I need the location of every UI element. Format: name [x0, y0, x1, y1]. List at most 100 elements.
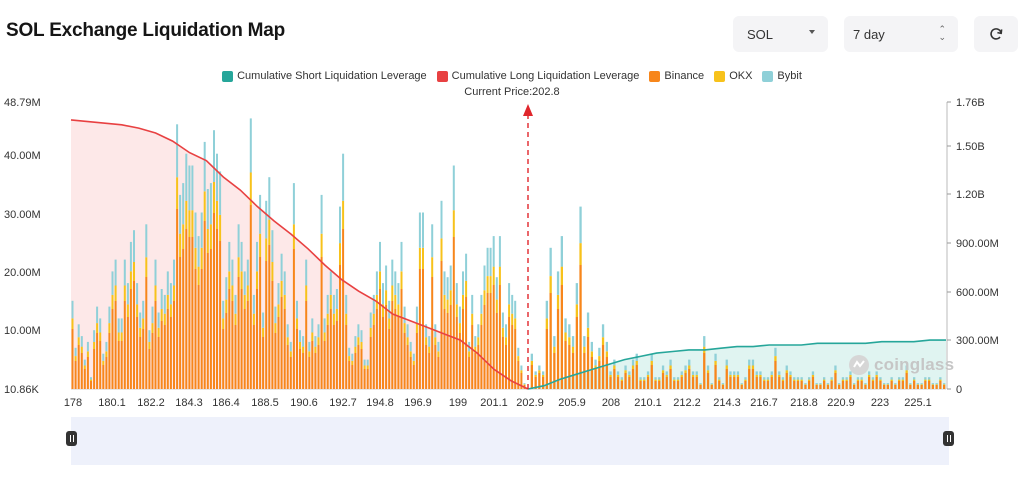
short-bar-binance [650, 365, 653, 389]
long-bar-binance [74, 361, 77, 389]
short-bar-bybit [883, 383, 886, 385]
short-bar-bybit [639, 377, 642, 380]
long-bar-binance [508, 317, 511, 389]
long-bar-okx [243, 294, 246, 309]
short-bar-okx [549, 276, 552, 293]
long-bar-binance [80, 353, 83, 389]
short-bar-okx [894, 384, 897, 385]
long-bar-binance [188, 237, 191, 389]
short-bar-binance [868, 377, 871, 389]
long-bar-bybit [133, 230, 135, 262]
long-bar-binance [314, 353, 317, 389]
short-bar-bybit [826, 383, 830, 385]
long-bar-bybit [360, 330, 363, 342]
long-bar-bybit [409, 341, 412, 352]
legend-item-binance[interactable]: Binance [649, 70, 704, 82]
short-bar-okx [815, 384, 818, 385]
short-bar-binance [601, 345, 605, 389]
refresh-button[interactable] [974, 16, 1018, 52]
long-bar-binance [434, 345, 437, 389]
long-bar-binance [302, 353, 305, 389]
long-bar-bybit [397, 283, 400, 305]
time-range-select[interactable]: 7 day ⌃ ⌄ [844, 16, 958, 52]
coinglass-watermark: coinglass [848, 354, 954, 376]
long-bar-bybit [188, 165, 191, 211]
long-bar-okx [163, 313, 166, 325]
short-bar-bybit [811, 371, 815, 375]
long-bar-binance [394, 309, 397, 389]
short-bar-okx [763, 379, 766, 381]
range-slider-left-handle[interactable] [66, 431, 77, 446]
long-bar-binance [520, 373, 523, 389]
long-bar-okx [492, 266, 495, 285]
short-bar-bybit [654, 377, 657, 380]
short-bar-binance [920, 385, 923, 389]
x-tick-label: 194.8 [366, 397, 394, 409]
range-slider-track[interactable] [71, 417, 949, 465]
short-bar-okx [650, 360, 653, 365]
short-bar-okx [793, 379, 796, 381]
long-bar-bybit [203, 141, 206, 192]
short-bar-binance [721, 385, 725, 389]
long-bar-okx [317, 337, 320, 345]
short-bar-binance [766, 381, 770, 389]
long-bar-okx [329, 294, 332, 309]
range-slider-right-handle[interactable] [943, 431, 954, 446]
short-bar-okx [609, 374, 612, 377]
long-bar-okx [114, 285, 117, 301]
long-bar-bybit [342, 153, 345, 201]
legend-item-short-cum[interactable]: Cumulative Short Liquidation Leverage [222, 70, 427, 82]
long-bar-binance [498, 285, 501, 389]
asset-select[interactable]: SOL [733, 16, 828, 52]
x-tick-label: 184.3 [175, 397, 203, 409]
long-bar-bybit [520, 365, 523, 371]
short-bar-okx [804, 384, 807, 385]
short-bar-bybit [804, 383, 807, 385]
short-bar-okx [879, 379, 882, 381]
long-bar-bybit [517, 347, 520, 356]
legend-item-bybit[interactable]: Bybit [762, 70, 802, 82]
long-bar-okx [268, 219, 271, 245]
short-bar-bybit [898, 377, 901, 380]
short-bar-binance [781, 381, 785, 389]
long-bar-okx [382, 304, 384, 317]
long-bar-binance [71, 329, 74, 389]
long-bar-bybit [449, 265, 452, 291]
long-bar-binance [495, 313, 498, 389]
long-bar-binance [354, 353, 357, 389]
long-bar-okx [93, 341, 96, 349]
short-bar-okx [774, 356, 777, 361]
long-bar-binance [317, 345, 320, 389]
y-right-tick-label: 900.00M [956, 238, 999, 250]
long-bar-binance [151, 333, 154, 389]
short-bar-bybit [939, 377, 942, 380]
short-bar-bybit [879, 377, 882, 380]
long-bar-okx [400, 271, 403, 289]
short-bar-okx [796, 379, 800, 381]
short-bar-bybit [688, 359, 691, 366]
short-bar-binance [736, 377, 740, 389]
long-bar-okx [434, 337, 437, 345]
long-bar-okx [169, 304, 172, 317]
long-bar-okx [259, 233, 262, 257]
short-bar-okx [841, 379, 845, 381]
long-bar-bybit [492, 236, 495, 267]
legend-item-okx[interactable]: OKX [714, 70, 752, 82]
short-bar-binance [680, 377, 683, 389]
short-bar-okx [669, 365, 672, 369]
x-tick-label: 208 [602, 397, 620, 409]
long-bar-binance [489, 293, 492, 389]
legend-item-long-cum[interactable]: Cumulative Long Liquidation Leverage [436, 70, 639, 82]
long-bar-binance [93, 349, 96, 389]
y-left-tick-label: 10.00M [4, 325, 41, 337]
long-bar-okx [335, 309, 338, 321]
long-bar-okx [237, 257, 240, 277]
short-bar-bybit [830, 377, 833, 380]
long-bar-bybit [385, 265, 388, 291]
short-bar-bybit [796, 377, 800, 380]
long-bar-binance [256, 289, 258, 389]
long-bar-binance [206, 253, 209, 389]
short-bar-okx [901, 379, 904, 381]
short-bar-bybit [699, 383, 702, 385]
long-bar-okx [431, 257, 434, 277]
